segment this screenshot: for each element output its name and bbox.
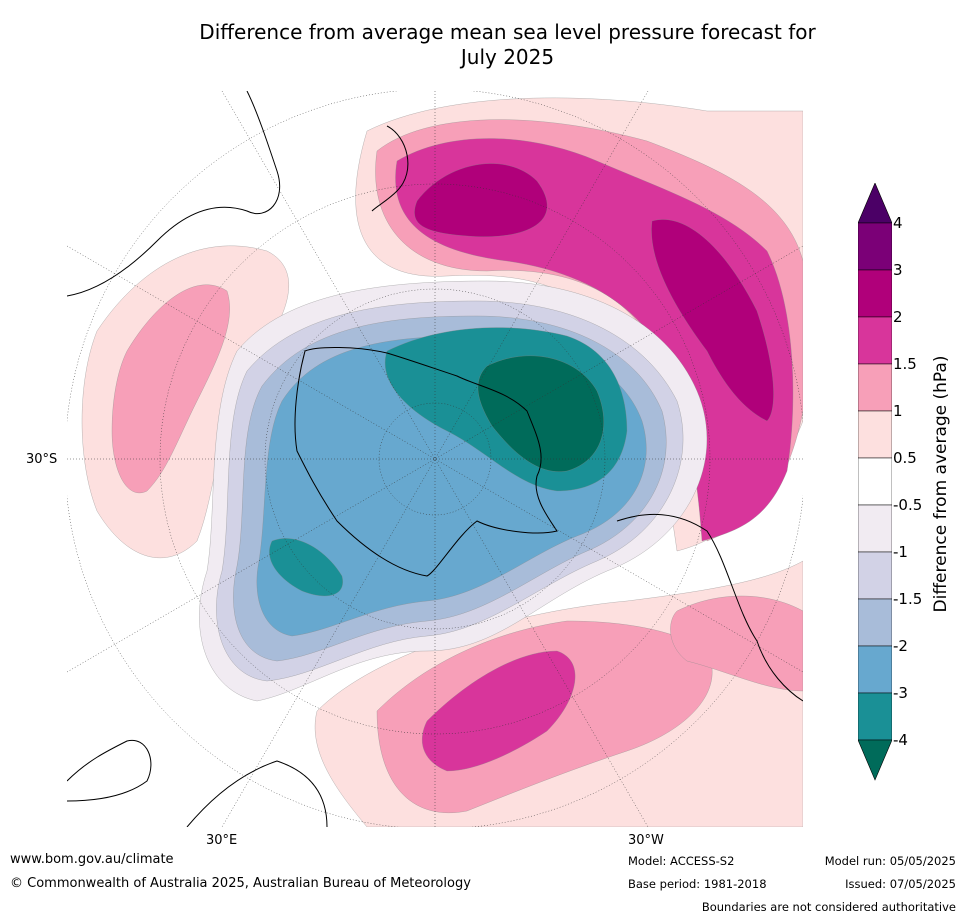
lon-label-30e: 30°E — [206, 833, 238, 848]
colorbar-segment — [857, 457, 893, 506]
contour-p15c — [422, 650, 576, 772]
colorbar-segment — [857, 269, 893, 318]
colorbar-tick-label: 2 — [893, 308, 903, 326]
colorbar-segment — [857, 551, 893, 600]
map-title-line2: July 2025 — [460, 45, 555, 69]
anomaly-low-antarctic — [199, 280, 707, 702]
footer-copyright: © Commonwealth of Australia 2025, Austra… — [10, 876, 471, 891]
contour-p2b — [651, 219, 774, 422]
footer-website: www.bom.gov.au/climate — [10, 852, 174, 867]
colorbar-segment — [857, 692, 893, 741]
colorbar-tick-label: -1 — [893, 543, 908, 561]
colorbar-bottom-arrow — [857, 739, 893, 781]
colorbar-tick-label: -2 — [893, 637, 908, 655]
lat-label-30s: 30°S — [26, 452, 58, 467]
colorbar-tick-label: 1 — [893, 402, 903, 420]
colorbar-segment — [857, 598, 893, 647]
footer-base-period: Base period: 1981-2018 — [628, 877, 767, 891]
colorbar-segment — [857, 316, 893, 365]
colorbar-tick-label: -4 — [893, 731, 908, 749]
colorbar-tick-label: -3 — [893, 684, 908, 702]
coastlines — [67, 91, 803, 827]
footer-model-run: Model run: 05/05/2025 — [824, 854, 956, 868]
colorbar-tick-label: 4 — [893, 214, 903, 232]
colorbar-segment — [857, 222, 893, 271]
polar-pressure-map — [67, 91, 803, 827]
map-title-line1: Difference from average mean sea level p… — [199, 20, 816, 44]
colorbar — [857, 182, 893, 787]
colorbar-tick-label: -1.5 — [893, 590, 923, 608]
footer-disclaimer: Boundaries are not considered authoritat… — [701, 900, 956, 914]
footer-issued: Issued: 07/05/2025 — [845, 877, 956, 891]
colorbar-segment — [857, 504, 893, 553]
contour-n4 — [477, 355, 604, 472]
graticule — [67, 91, 803, 827]
colorbar-segment — [857, 363, 893, 412]
contour-n3b — [269, 538, 343, 597]
contour-p2a — [414, 163, 548, 237]
map-title: Difference from average mean sea level p… — [150, 20, 865, 70]
colorbar-tick-label: 3 — [893, 261, 903, 279]
lon-label-30w: 30°W — [628, 833, 664, 848]
colorbar-segment — [857, 645, 893, 694]
colorbar-top-arrow — [857, 182, 893, 224]
anomaly-high-indian — [81, 245, 289, 558]
colorbar-segment — [857, 410, 893, 459]
contour-p1b — [111, 284, 230, 493]
colorbar-tick-label: 1.5 — [893, 355, 917, 373]
footer-model: Model: ACCESS-S2 — [628, 854, 735, 868]
colorbar-tick-label: -0.5 — [893, 496, 923, 514]
colorbar-label: Difference from average (hPa) — [931, 355, 951, 613]
colorbar-tick-label: 0.5 — [893, 449, 917, 467]
